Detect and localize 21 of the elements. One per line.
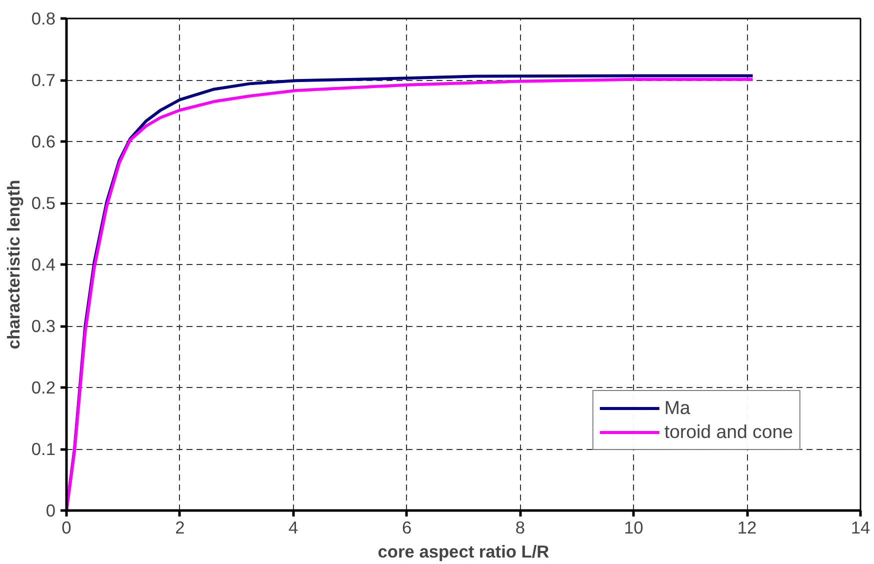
y-tick-label: 0.8	[31, 8, 56, 28]
y-tick-label: 0.6	[31, 132, 56, 152]
x-axis-title: core aspect ratio L/R	[378, 542, 550, 562]
y-tick-label: 0.7	[31, 70, 56, 90]
y-tick-label: 0.4	[31, 254, 56, 274]
y-tick-label: 0.1	[31, 439, 56, 459]
legend-label: Ma	[664, 397, 690, 419]
x-tick-label: 4	[288, 518, 299, 538]
x-tick-label: 6	[402, 518, 412, 538]
y-tick-label: 0.5	[31, 193, 56, 213]
y-axis-title: characteristic length	[3, 180, 24, 350]
y-tick-label: 0	[46, 500, 56, 520]
y-tick-label: 0.3	[31, 316, 56, 336]
x-tick-label: 0	[62, 518, 72, 538]
x-tick-label: 12	[737, 518, 757, 538]
x-tick-label: 14	[850, 518, 870, 538]
x-tick-label: 2	[175, 518, 185, 538]
legend-label: toroid and cone	[664, 421, 793, 443]
y-tick-label: 0.2	[31, 378, 56, 398]
x-tick-label: 8	[515, 518, 526, 538]
x-tick-label: 10	[624, 518, 644, 538]
